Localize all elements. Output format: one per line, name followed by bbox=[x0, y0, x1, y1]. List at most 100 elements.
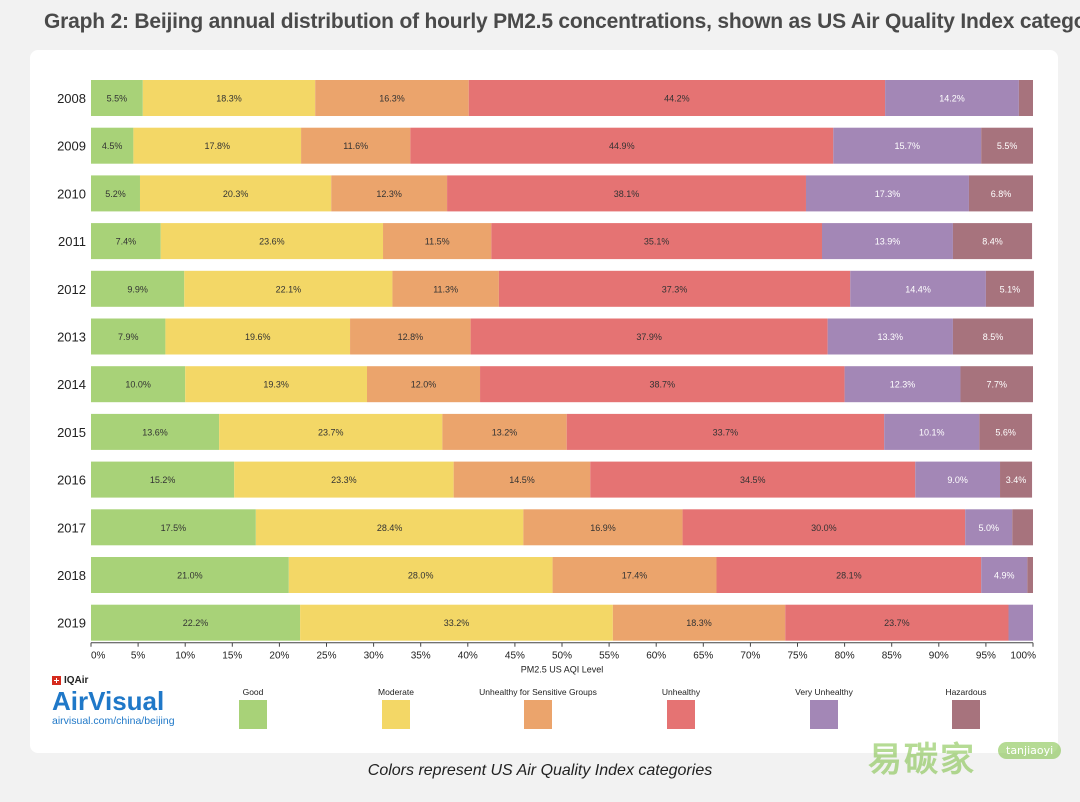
bar-segment bbox=[91, 318, 166, 355]
bar-segment bbox=[612, 604, 786, 641]
data-label: 5.1% bbox=[1000, 284, 1021, 294]
data-label: 23.7% bbox=[884, 618, 910, 628]
data-label: 14.4% bbox=[905, 284, 931, 294]
bar-segment bbox=[91, 270, 185, 307]
data-label: 8.4% bbox=[982, 237, 1003, 247]
bar-segment bbox=[491, 223, 822, 260]
bar-segment bbox=[981, 557, 1028, 593]
x-tick-label: 35% bbox=[411, 651, 431, 662]
data-label: 13.2% bbox=[492, 427, 518, 437]
bar-segment bbox=[91, 80, 143, 116]
legend-label: Unhealthy bbox=[662, 687, 701, 697]
bar-segment bbox=[184, 270, 393, 307]
x-tick-label: 40% bbox=[458, 651, 478, 662]
iqair-brand: IQAir bbox=[52, 675, 175, 686]
category-label: 2019 bbox=[57, 616, 86, 631]
data-label: 7.9% bbox=[118, 332, 139, 342]
legend-label: Good bbox=[243, 687, 264, 697]
bar-segment bbox=[470, 318, 828, 355]
bar-segment bbox=[785, 604, 1009, 641]
data-label: 5.6% bbox=[995, 427, 1016, 437]
category-label: 2010 bbox=[57, 186, 86, 201]
bar-segment bbox=[331, 175, 448, 212]
bar-segment bbox=[315, 80, 469, 116]
data-label: 18.3% bbox=[216, 94, 242, 104]
swiss-flag-icon bbox=[52, 676, 61, 685]
data-label: 4.5% bbox=[102, 141, 123, 151]
bar-segment bbox=[300, 604, 613, 641]
data-label: 34.5% bbox=[740, 475, 766, 485]
data-label: 28.0% bbox=[408, 571, 434, 581]
data-label: 28.1% bbox=[836, 571, 862, 581]
data-label: 23.7% bbox=[318, 427, 344, 437]
bar-segment bbox=[805, 175, 969, 212]
x-tick-label: 75% bbox=[787, 651, 807, 662]
data-label: 44.2% bbox=[664, 94, 690, 104]
x-tick-label: 50% bbox=[552, 651, 572, 662]
bar-segment bbox=[884, 413, 980, 450]
data-label: 14.2% bbox=[939, 94, 965, 104]
x-tick-label: 80% bbox=[835, 651, 855, 662]
data-label: 16.9% bbox=[590, 523, 616, 533]
data-label: 12.0% bbox=[411, 380, 437, 390]
x-axis-label: PM2.5 US AQI Level bbox=[521, 665, 604, 675]
bar-segment bbox=[410, 127, 834, 164]
bar-segment bbox=[952, 318, 1033, 355]
x-tick-label: 90% bbox=[929, 651, 949, 662]
bar-segment bbox=[367, 366, 481, 403]
bar-segment bbox=[827, 318, 953, 355]
bar-segment bbox=[255, 509, 524, 546]
watermark-badge: tanjiaoyi bbox=[998, 742, 1062, 759]
bar-segment bbox=[383, 223, 492, 260]
data-label: 23.6% bbox=[259, 237, 285, 247]
bar-segment bbox=[453, 461, 591, 498]
data-label: 37.3% bbox=[662, 284, 688, 294]
x-tick-label: 70% bbox=[740, 651, 760, 662]
data-label: 5.5% bbox=[107, 94, 128, 104]
bar-segment bbox=[1000, 461, 1033, 498]
stacked-bar-chart: 2008 5.5% 18.3% 16.3% 44.2% 14.2% 2009 4.5% 17.8… bbox=[57, 80, 1036, 729]
x-tick-label: 10% bbox=[175, 651, 195, 662]
data-label: 20.3% bbox=[223, 189, 249, 199]
data-label: 22.2% bbox=[183, 618, 209, 628]
data-label: 9.0% bbox=[947, 475, 968, 485]
data-label: 5.5% bbox=[997, 141, 1018, 151]
legend-swatch bbox=[524, 700, 552, 729]
bar-segment bbox=[833, 127, 982, 164]
chart-caption: Colors represent US Air Quality Index ca… bbox=[367, 762, 713, 779]
data-label: 15.2% bbox=[150, 475, 176, 485]
category-label: 2013 bbox=[57, 330, 86, 345]
data-label: 33.7% bbox=[713, 427, 739, 437]
category-label: 2016 bbox=[57, 473, 86, 488]
bar-segment bbox=[682, 509, 966, 546]
watermark-logo: 易碳家 bbox=[868, 740, 976, 780]
data-label: 23.3% bbox=[331, 475, 357, 485]
data-label: 10.1% bbox=[919, 427, 945, 437]
iqair-label: IQAir bbox=[64, 675, 89, 686]
bar-segment bbox=[821, 223, 953, 260]
data-label: 16.3% bbox=[379, 94, 405, 104]
bar-segment bbox=[91, 509, 256, 546]
bar-segment bbox=[185, 366, 368, 403]
data-label: 3.4% bbox=[1006, 475, 1027, 485]
data-label: 8.5% bbox=[983, 332, 1004, 342]
x-tick-label: 95% bbox=[976, 651, 996, 662]
data-label: 7.4% bbox=[116, 237, 137, 247]
category-label: 2012 bbox=[57, 282, 86, 297]
data-label: 38.7% bbox=[650, 380, 676, 390]
legend-swatch bbox=[667, 700, 695, 729]
data-label: 17.3% bbox=[875, 189, 901, 199]
bar-segment bbox=[350, 318, 471, 355]
bar-segment bbox=[590, 461, 916, 498]
bar-segment bbox=[965, 509, 1013, 546]
bar-segment bbox=[850, 270, 986, 307]
bar-segment bbox=[442, 413, 567, 450]
x-tick-label: 55% bbox=[599, 651, 619, 662]
bar-segment bbox=[91, 127, 134, 164]
bar-segment bbox=[566, 413, 885, 450]
x-tick-label: 0% bbox=[91, 651, 106, 662]
data-label: 30.0% bbox=[811, 523, 837, 533]
x-tick-label: 25% bbox=[316, 651, 336, 662]
bar-segment bbox=[91, 366, 186, 403]
data-label: 5.2% bbox=[105, 189, 126, 199]
